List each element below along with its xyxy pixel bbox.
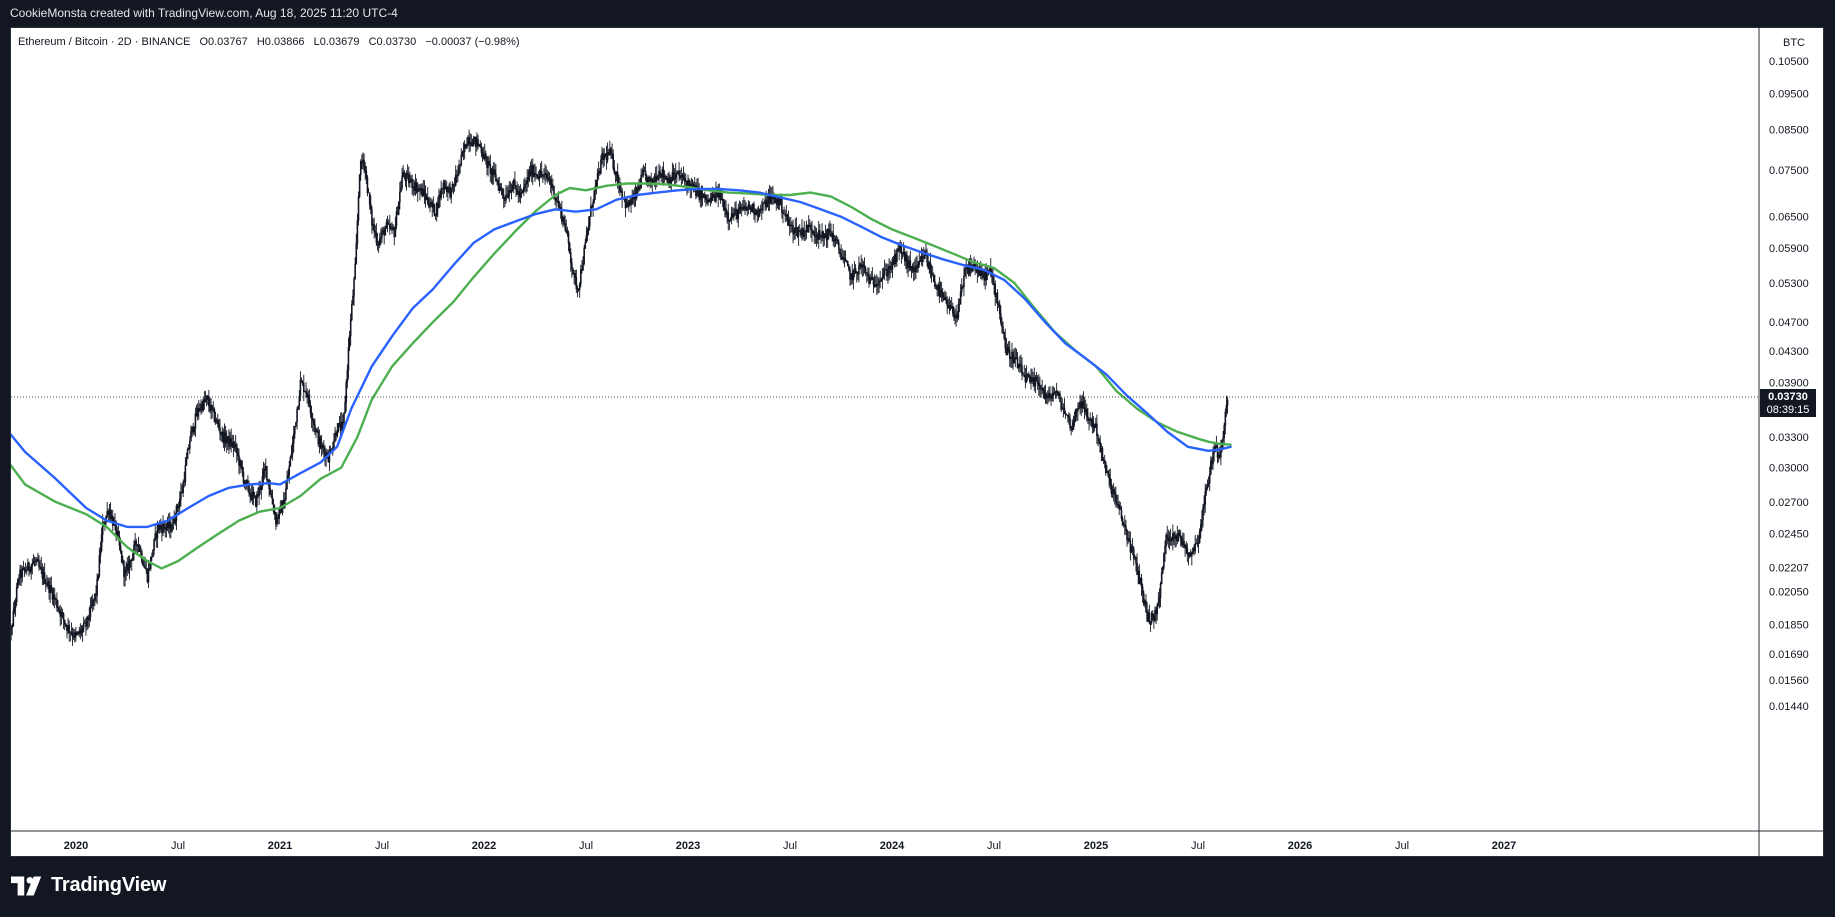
- time-tick-label: 2021: [268, 840, 292, 852]
- legend-open: O0.03767: [199, 36, 248, 48]
- last-price-label: 0.03730: [1768, 391, 1808, 403]
- price-tick-label: 0.02050: [1769, 586, 1809, 598]
- time-tick-label: Jul: [375, 840, 389, 852]
- price-tick-label: 0.02207: [1769, 562, 1809, 574]
- legend-close: C0.03730: [368, 36, 417, 48]
- price-tick-label: 0.04300: [1769, 346, 1809, 358]
- time-tick-label: 2027: [1492, 840, 1516, 852]
- time-tick-label: 2026: [1288, 840, 1312, 852]
- legend-change: −0.00037 (−0.98%): [425, 36, 520, 48]
- price-tick-label: 0.05300: [1769, 278, 1809, 290]
- time-tick-label: Jul: [783, 840, 797, 852]
- price-tick-label: 0.01690: [1769, 649, 1809, 661]
- time-tick-label: Jul: [579, 840, 593, 852]
- symbol-legend[interactable]: Ethereum / Bitcoin · 2D · BINANCE O0.037…: [18, 36, 526, 48]
- time-tick-label: 2023: [676, 840, 700, 852]
- time-tick-label: Jul: [171, 840, 185, 852]
- chart-frame[interactable]: 0.10500 0.09500 0.08500 0.07500 0.06500 0.059…: [10, 27, 1824, 857]
- price-tick-label: 0.06500: [1769, 212, 1809, 224]
- price-tick-label: 0.03000: [1769, 463, 1809, 475]
- time-tick-label: 2025: [1084, 840, 1108, 852]
- price-tick-label: 0.09500: [1769, 88, 1809, 100]
- price-tick-label: 0.01850: [1769, 620, 1809, 632]
- price-tick-label: 0.01560: [1769, 675, 1809, 687]
- price-axis[interactable]: 0.10500 0.09500 0.08500 0.07500 0.06500 0.059…: [1769, 56, 1809, 713]
- price-chart[interactable]: 0.10500 0.09500 0.08500 0.07500 0.06500 0.059…: [11, 28, 1824, 857]
- price-tick-label: 0.01440: [1769, 701, 1809, 713]
- price-tick-label: 0.08500: [1769, 125, 1809, 137]
- time-tick-label: 2024: [880, 840, 905, 852]
- bar-countdown-label: 08:39:15: [1767, 404, 1810, 416]
- price-tick-label: 0.02700: [1769, 497, 1809, 509]
- brand-name: TradingView: [51, 874, 167, 896]
- price-tick-label: 0.10500: [1769, 56, 1809, 68]
- price-tick-label: 0.05900: [1769, 243, 1809, 255]
- price-tick-label: 0.03900: [1769, 378, 1809, 390]
- tradingview-logo-icon: [11, 876, 42, 895]
- footer-bar: TradingView: [0, 857, 1835, 917]
- time-tick-label: Jul: [987, 840, 1001, 852]
- symbol-title[interactable]: Ethereum / Bitcoin · 2D · BINANCE: [18, 36, 191, 48]
- price-unit-label: BTC: [1783, 37, 1805, 49]
- moving-average-line: [11, 187, 1232, 529]
- price-tick-label: 0.03300: [1769, 432, 1809, 444]
- time-axis[interactable]: 2020 Jul 2021 Jul 2022 Jul 2023 Jul 2024 Jul 2025 J…: [64, 840, 1516, 852]
- last-price-tag: 0.03730 08:39:15: [1760, 389, 1816, 418]
- time-tick-label: Jul: [1395, 840, 1409, 852]
- legend-low: L0.03679: [313, 36, 360, 48]
- time-tick-label: 2022: [472, 840, 496, 852]
- price-tick-label: 0.04700: [1769, 317, 1809, 329]
- time-tick-label: Jul: [1191, 840, 1205, 852]
- price-tick-label: 0.02450: [1769, 528, 1809, 540]
- tradingview-brand[interactable]: TradingView: [11, 874, 166, 897]
- chart-credit: CookieMonsta created with TradingView.co…: [0, 0, 1835, 27]
- price-tick-label: 0.07500: [1769, 165, 1809, 177]
- time-tick-label: 2020: [64, 840, 88, 852]
- legend-high: H0.03866: [256, 36, 305, 48]
